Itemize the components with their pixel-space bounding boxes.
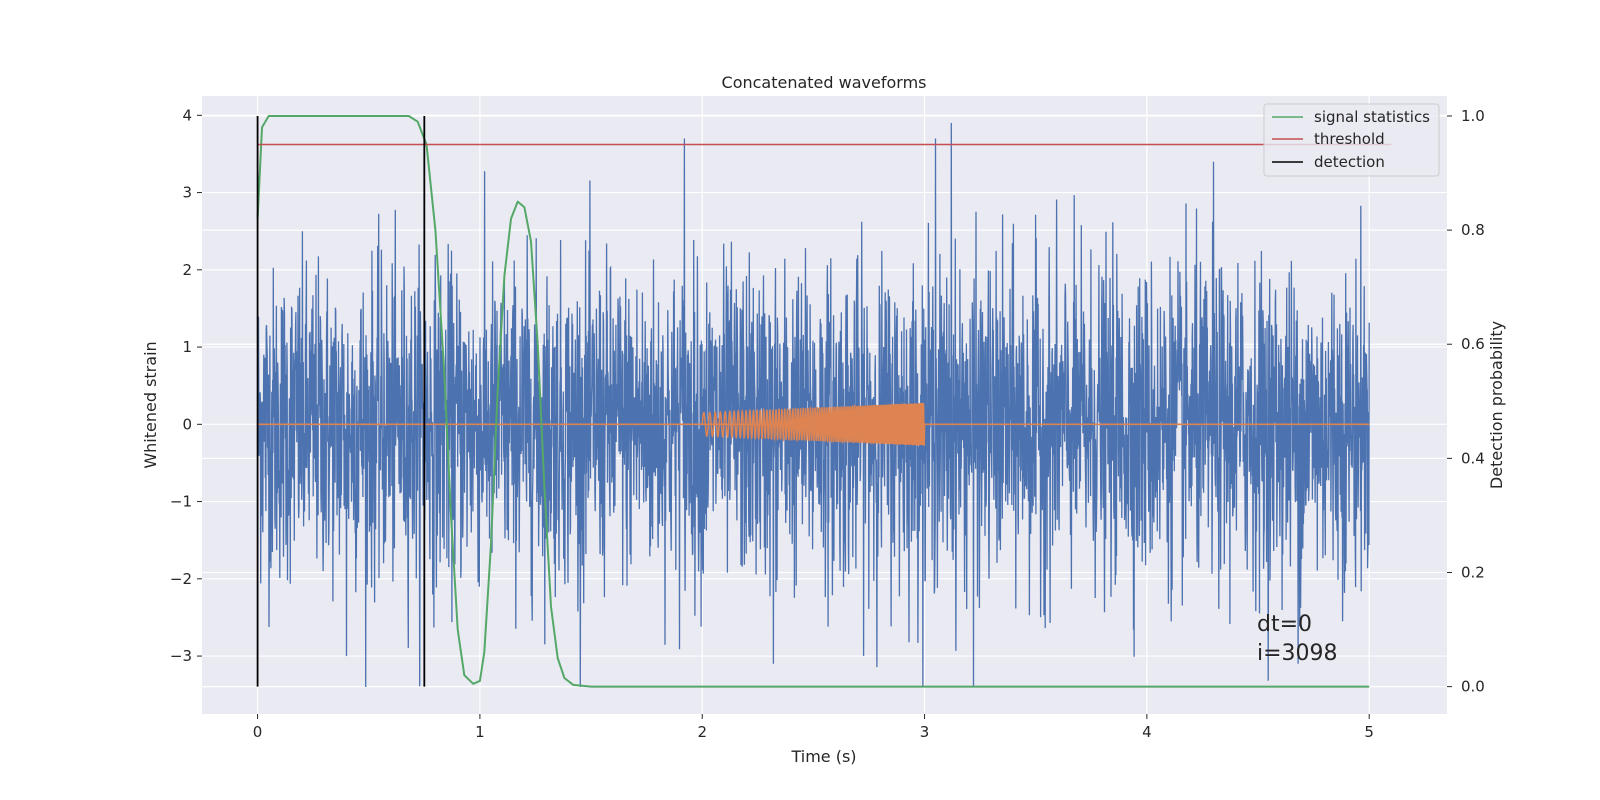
x-tick-label-2: 2 bbox=[697, 723, 707, 741]
template-series bbox=[257, 401, 1370, 446]
y2-tick-label-3: 0.6 bbox=[1461, 335, 1485, 353]
y-tick-label-1: −2 bbox=[170, 570, 192, 588]
annotation-dt: dt=0 bbox=[1257, 612, 1312, 637]
y-tick-label-7: 4 bbox=[182, 106, 192, 124]
strain-noise-series bbox=[256, 122, 1370, 688]
legend-threshold: threshold bbox=[1314, 130, 1385, 148]
x-tick-label-1: 1 bbox=[475, 723, 485, 741]
y2-axis-label: Detection probability bbox=[1487, 321, 1506, 489]
legend-detection: detection bbox=[1314, 153, 1385, 171]
chart-title: Concatenated waveforms bbox=[722, 73, 927, 92]
strain-noise-line bbox=[256, 122, 1370, 688]
x-tick-label-5: 5 bbox=[1364, 723, 1374, 741]
y2-tick-label-5: 1.0 bbox=[1461, 107, 1485, 125]
legend-box bbox=[1263, 103, 1440, 177]
y2-tick-label-4: 0.8 bbox=[1461, 221, 1485, 239]
y-tick-label-6: 3 bbox=[182, 184, 192, 202]
legend: signal statistics threshold detection bbox=[1263, 103, 1440, 177]
y-tick-label-3: 0 bbox=[182, 415, 192, 433]
y2-tick-label-0: 0.0 bbox=[1461, 678, 1485, 696]
y-tick-label-4: 1 bbox=[182, 338, 192, 356]
signal-statistics-line bbox=[256, 115, 1370, 688]
x-axis-label: Time (s) bbox=[790, 747, 856, 766]
annotation-index: i=3098 bbox=[1257, 641, 1338, 666]
ticks: 0 1 2 3 4 5 −3 −2 −1 0 1 2 3 4 0.0 0.2 0.4 0.6 0.8 1.0 bbox=[170, 106, 1485, 741]
y-axis-label: Whitened strain bbox=[141, 341, 160, 468]
x-tick-label-0: 0 bbox=[253, 723, 263, 741]
y-tick-label-5: 2 bbox=[182, 261, 192, 279]
y2-tick-label-2: 0.4 bbox=[1461, 449, 1485, 467]
y-tick-label-2: −1 bbox=[170, 493, 192, 511]
legend-signal-statistics: signal statistics bbox=[1314, 108, 1430, 126]
x-tick-label-3: 3 bbox=[920, 723, 930, 741]
template-chirp bbox=[701, 401, 926, 446]
x-tick-label-4: 4 bbox=[1142, 723, 1152, 741]
y-tick-label-0: −3 bbox=[170, 647, 192, 665]
right-axis-series bbox=[256, 115, 1392, 688]
y2-tick-label-1: 0.2 bbox=[1461, 563, 1485, 581]
